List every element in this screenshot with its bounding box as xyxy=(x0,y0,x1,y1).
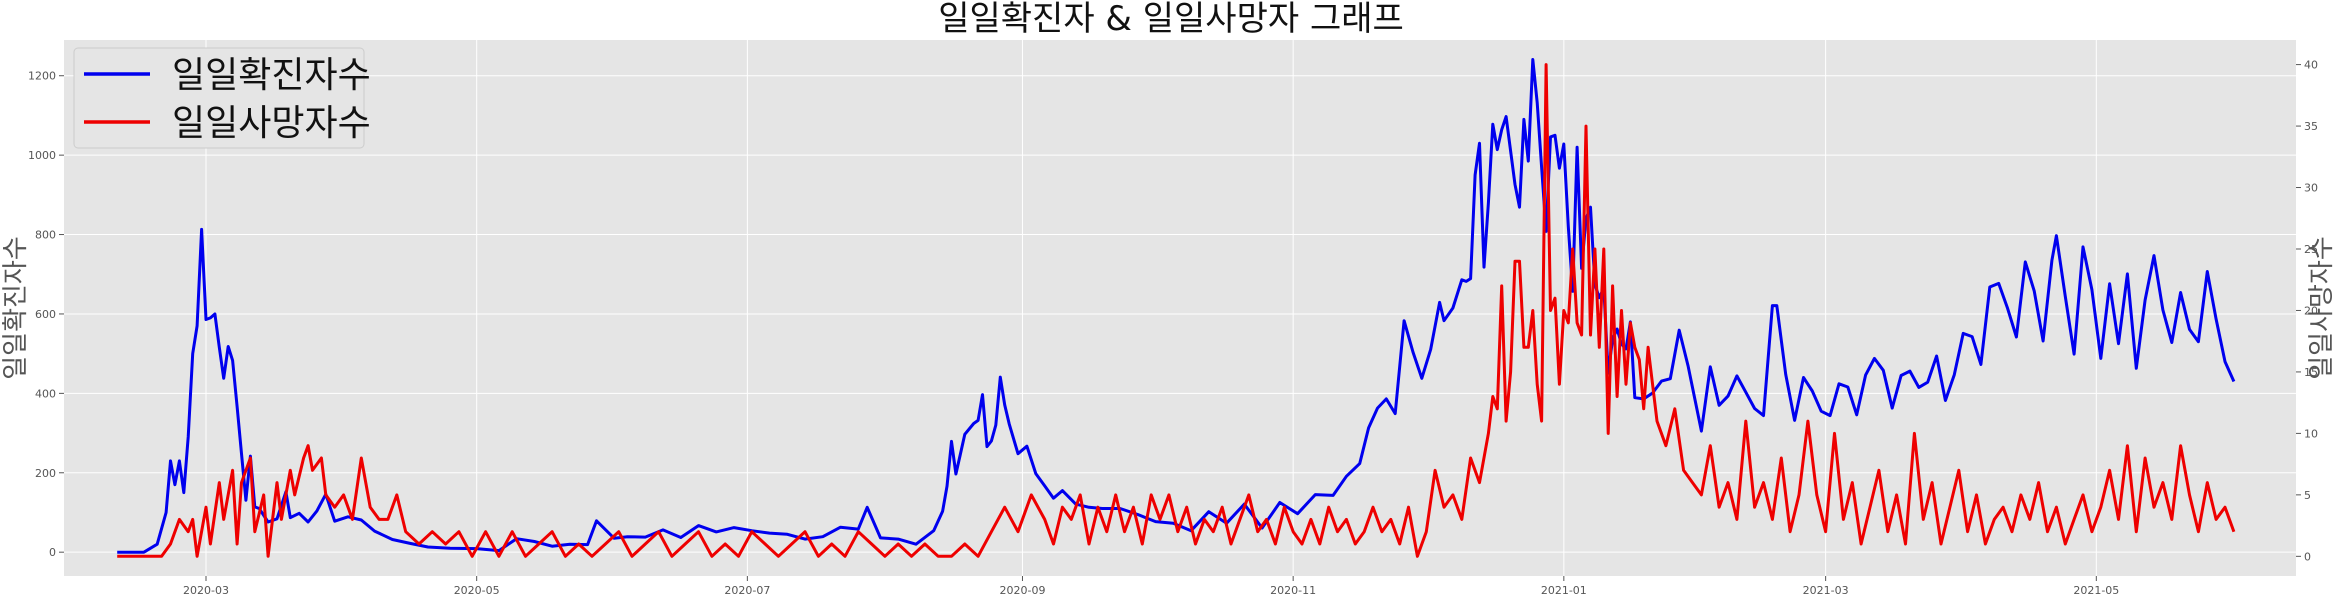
y-tick-label: 1000 xyxy=(28,149,56,162)
plot-area xyxy=(64,40,2296,576)
legend-label-deaths: 일일사망자수 xyxy=(172,103,371,144)
x-tick-label: 2020-03 xyxy=(183,584,229,597)
y-axis-right: 0 5 10 15 20 25 30 35 40 xyxy=(2296,59,2318,563)
x-tick-label: 2020-07 xyxy=(724,584,770,597)
y-tick-label: 400 xyxy=(35,387,56,400)
y2-tick-label: 20 xyxy=(2304,304,2318,317)
chart-title: 일일확진자 & 일일사망자 그래프 xyxy=(938,0,1404,39)
y-tick-label: 600 xyxy=(35,308,56,321)
legend-label-confirmed: 일일확진자수 xyxy=(172,55,371,96)
y2-tick-label: 10 xyxy=(2304,427,2318,440)
series-line-confirmed xyxy=(117,58,2236,554)
y-tick-label: 0 xyxy=(49,546,56,559)
x-tick-label: 2020-09 xyxy=(999,584,1045,597)
y2-tick-label: 15 xyxy=(2304,366,2318,379)
series-lines xyxy=(117,58,2236,558)
grid-lines xyxy=(64,40,2296,576)
y-tick-label: 800 xyxy=(35,229,56,242)
x-tick-label: 2020-11 xyxy=(1270,584,1316,597)
x-tick-label: 2021-01 xyxy=(1541,584,1587,597)
y2-tick-label: 30 xyxy=(2304,182,2318,195)
x-tick-label: 2021-05 xyxy=(2073,584,2119,597)
legend: 일일확진자수 일일사망자수 xyxy=(73,47,371,149)
y-axis-left: 0 200 400 600 800 1000 1200 xyxy=(28,70,64,559)
y2-tick-label: 5 xyxy=(2304,489,2311,502)
series-line-deaths xyxy=(117,63,2236,558)
y2-tick-label: 35 xyxy=(2304,120,2318,133)
x-tick-label: 2021-03 xyxy=(1803,584,1849,597)
x-axis: 2020-03 2020-05 2020-07 2020-09 2020-11 2021-… xyxy=(183,576,2119,597)
y-axis-label: 일일확진자수 xyxy=(1,236,31,380)
y2-tick-label: 0 xyxy=(2304,550,2311,563)
y2-tick-label: 25 xyxy=(2304,243,2318,256)
y-tick-label: 1200 xyxy=(28,70,56,83)
y-tick-label: 200 xyxy=(35,467,56,480)
y2-axis-label: 일일사망자수 xyxy=(2307,236,2337,380)
x-tick-label: 2020-05 xyxy=(454,584,500,597)
y2-tick-label: 40 xyxy=(2304,59,2318,72)
